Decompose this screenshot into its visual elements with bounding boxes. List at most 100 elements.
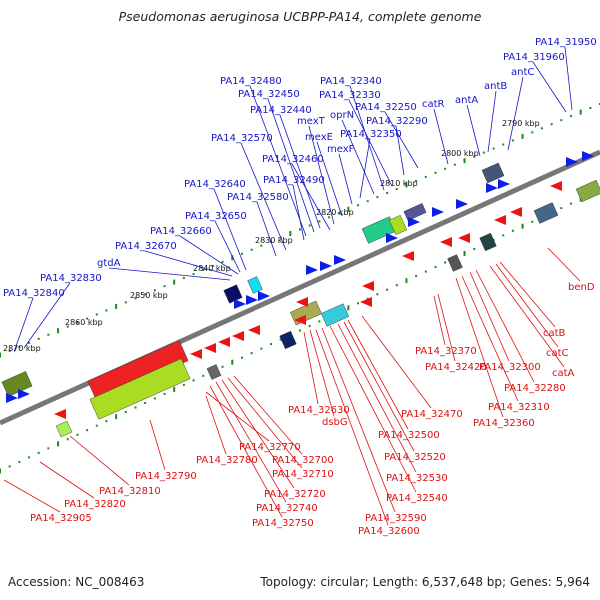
tick-mark bbox=[434, 266, 437, 269]
reverse-label-line bbox=[205, 395, 227, 455]
reverse-gene-label: PA14_32470 bbox=[401, 409, 463, 420]
reverse-gene-arrow bbox=[360, 297, 372, 307]
tick-mark bbox=[153, 289, 156, 292]
tick-mark bbox=[192, 379, 195, 382]
reverse-label-line bbox=[205, 391, 270, 442]
tick-mark bbox=[318, 320, 321, 323]
forward-label-line bbox=[213, 188, 247, 271]
forward-label-line bbox=[292, 184, 305, 241]
reverse-label-line bbox=[329, 325, 417, 493]
position-label: 2830 kbp bbox=[255, 236, 293, 245]
forward-gene-label: PA14_32450 bbox=[238, 89, 300, 100]
forward-label-line bbox=[240, 142, 287, 251]
reverse-gene-label: PA14_32770 bbox=[239, 442, 301, 453]
tick-mark bbox=[405, 182, 408, 188]
forward-gene-label: PA14_31950 bbox=[535, 37, 597, 48]
reverse-gene-block bbox=[533, 202, 559, 224]
reverse-gene-label: catA bbox=[552, 368, 575, 379]
reverse-label-line bbox=[343, 321, 415, 452]
reverse-label-line bbox=[149, 419, 166, 471]
reverse-label-line bbox=[233, 375, 303, 455]
forward-gene-label: PA14_32490 bbox=[263, 175, 325, 186]
tick-mark bbox=[531, 220, 534, 223]
tick-mark bbox=[415, 179, 418, 182]
reverse-gene-label: PA14_32820 bbox=[64, 499, 126, 510]
forward-gene-label: PA14_32480 bbox=[220, 76, 282, 87]
tick-mark bbox=[405, 278, 408, 284]
reverse-label-line bbox=[361, 315, 432, 409]
forward-gene-label: gtdA bbox=[97, 258, 121, 269]
forward-gene-arrow bbox=[258, 291, 270, 301]
forward-gene-label: PA14_32330 bbox=[319, 90, 381, 101]
genome-summary-text: Topology: circular; Length: 6,537,648 bp… bbox=[260, 575, 590, 589]
reverse-gene-label: dsbG bbox=[322, 417, 348, 428]
tick-mark bbox=[66, 325, 69, 328]
tick-mark bbox=[144, 402, 147, 405]
reverse-label-line bbox=[461, 275, 519, 402]
tick-mark bbox=[386, 288, 389, 291]
tick-mark bbox=[492, 147, 495, 150]
reverse-label-line bbox=[227, 377, 303, 469]
tick-mark bbox=[473, 247, 476, 250]
forward-gene-label: mexE bbox=[305, 132, 333, 143]
tick-mark bbox=[260, 347, 263, 350]
reverse-label-line bbox=[433, 295, 446, 346]
reverse-label-line bbox=[475, 269, 535, 383]
forward-gene-block bbox=[481, 162, 505, 184]
tick-mark bbox=[318, 220, 321, 223]
reverse-gene-label: PA14_32370 bbox=[415, 346, 477, 357]
tick-mark bbox=[269, 343, 272, 346]
forward-gene-arrow bbox=[582, 151, 594, 161]
tick-mark bbox=[299, 228, 301, 231]
forward-label-line bbox=[249, 85, 307, 237]
tick-mark bbox=[473, 155, 476, 158]
forward-label-line bbox=[256, 201, 277, 257]
forward-gene-label: PA14_32580 bbox=[227, 192, 289, 203]
forward-gene-label: PA14_32650 bbox=[185, 211, 247, 222]
forward-gene-label: catR bbox=[422, 99, 445, 110]
tick-mark bbox=[0, 468, 1, 474]
tick-mark bbox=[211, 264, 214, 267]
tick-mark bbox=[337, 212, 340, 215]
tick-mark bbox=[386, 192, 389, 195]
forward-gene-label: PA14_32460 bbox=[262, 154, 324, 165]
tick-mark bbox=[231, 359, 234, 365]
tick-mark bbox=[328, 216, 331, 219]
tick-mark bbox=[134, 406, 137, 409]
reverse-label-line bbox=[39, 461, 95, 499]
forward-gene-block bbox=[1, 371, 33, 397]
reverse-label-line bbox=[215, 381, 287, 503]
tick-mark bbox=[299, 329, 301, 332]
tick-mark bbox=[463, 158, 466, 164]
tick-mark bbox=[76, 321, 79, 324]
tick-mark bbox=[105, 420, 108, 423]
reverse-label-line bbox=[347, 319, 409, 430]
tick-mark bbox=[37, 337, 40, 340]
forward-gene-label: mexF bbox=[327, 144, 355, 155]
tick-mark bbox=[289, 231, 292, 237]
forward-gene-arrow bbox=[456, 199, 468, 209]
forward-gene-block bbox=[575, 179, 600, 203]
forward-label-line bbox=[23, 282, 71, 349]
tick-mark bbox=[589, 107, 592, 110]
tick-mark bbox=[0, 352, 1, 358]
forward-label-line bbox=[564, 46, 573, 111]
forward-label-line bbox=[349, 85, 385, 191]
reverse-gene-arrow bbox=[232, 331, 244, 341]
tick-mark bbox=[347, 305, 350, 311]
reverse-gene-arrow bbox=[440, 237, 452, 247]
reverse-gene-label: PA14_32540 bbox=[386, 493, 448, 504]
forward-gene-label: PA14_32640 bbox=[184, 179, 246, 190]
reverse-gene-arrow bbox=[402, 251, 414, 261]
position-label: 2840 kbp bbox=[193, 264, 231, 273]
tick-mark bbox=[569, 115, 572, 118]
tick-mark bbox=[531, 131, 534, 134]
tick-mark bbox=[579, 109, 582, 115]
forward-gene-label: PA14_32340 bbox=[320, 76, 382, 87]
forward-label-line bbox=[267, 98, 315, 233]
forward-gene-arrow bbox=[566, 157, 578, 167]
forward-gene-arrow bbox=[498, 179, 510, 189]
reverse-gene-label: PA14_32740 bbox=[256, 503, 318, 514]
tick-mark bbox=[502, 143, 505, 146]
forward-gene-block bbox=[403, 203, 427, 221]
